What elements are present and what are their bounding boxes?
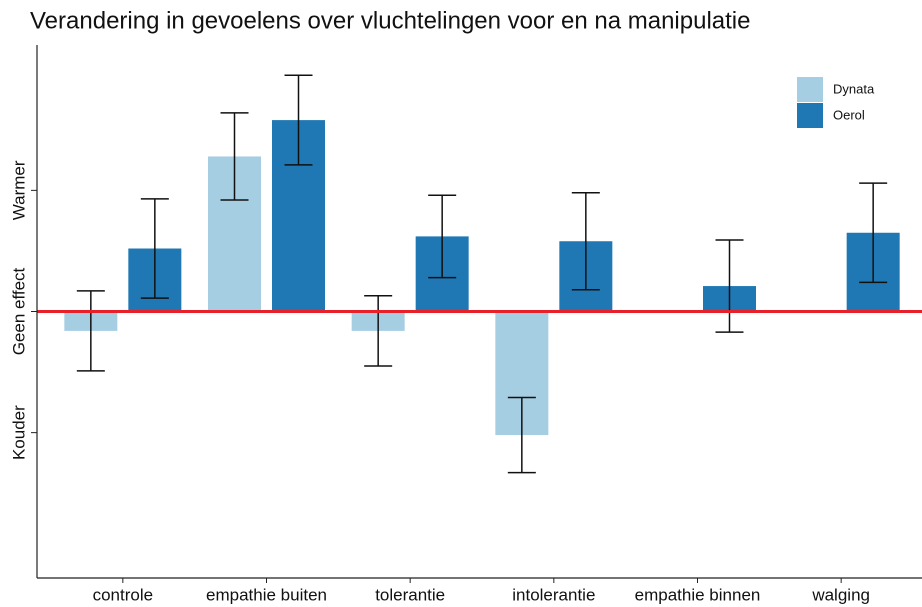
error-bar <box>76 290 105 372</box>
error-bar <box>715 239 744 333</box>
error-bar <box>428 194 457 279</box>
legend-swatch <box>797 103 823 128</box>
x-tick-label: empathie binnen <box>635 585 761 604</box>
y-tick-label: Kouder <box>9 405 28 460</box>
x-tick-label: empathie buiten <box>206 585 327 604</box>
y-tick-label: Geen effect <box>9 267 28 355</box>
error-bar <box>284 74 313 166</box>
x-tick-label: intolerantie <box>512 585 595 604</box>
x-tick-label: tolerantie <box>375 585 445 604</box>
x-tick-label: controle <box>93 585 153 604</box>
chart-title: Verandering in gevoelens over vluchtelin… <box>30 7 750 34</box>
error-bar <box>364 295 393 367</box>
legend-label: Oerol <box>833 107 865 122</box>
error-bar <box>507 396 536 474</box>
error-bar <box>220 112 249 201</box>
x-tick-label: walging <box>811 585 870 604</box>
error-bar <box>859 182 888 284</box>
legend-label: Dynata <box>833 81 875 96</box>
y-tick-label: Warmer <box>9 160 28 220</box>
error-bar <box>140 198 169 299</box>
legend-swatch <box>797 77 823 102</box>
error-bar <box>571 192 600 291</box>
